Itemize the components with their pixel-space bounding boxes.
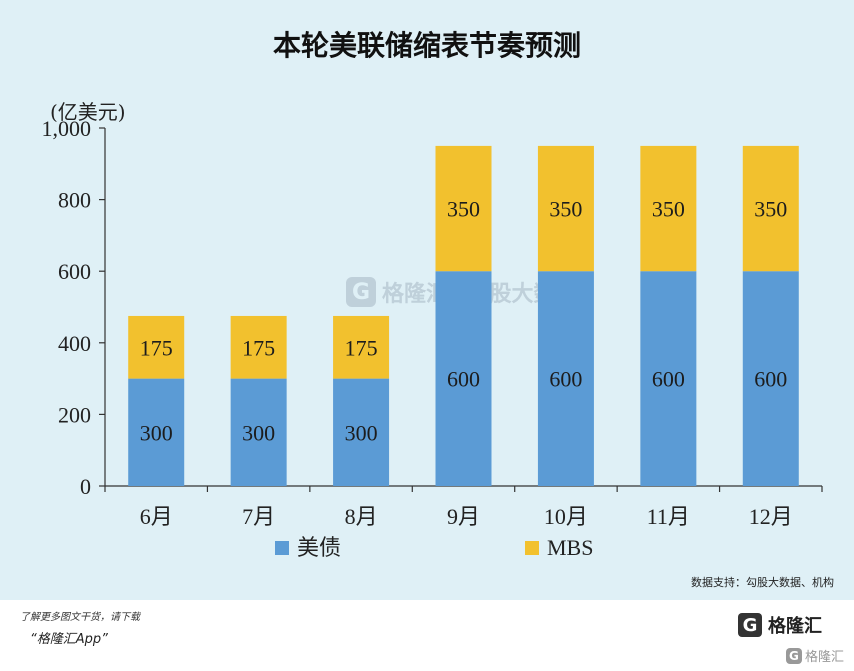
- data-label: 600: [652, 367, 685, 392]
- x-tick-label: 6月: [140, 504, 173, 529]
- legend-label: MBS: [547, 535, 593, 560]
- bar-us-treasury: [640, 271, 697, 486]
- bar-us-treasury: [128, 378, 185, 486]
- legend-label: 美债: [297, 535, 341, 560]
- y-unit-label: (亿美元): [50, 100, 126, 124]
- bar-us-treasury: [742, 271, 799, 486]
- data-label: 350: [652, 197, 685, 222]
- corner-brand-name: 格隆汇: [804, 650, 844, 665]
- y-tick-label: 1,000: [42, 116, 92, 141]
- bar-us-treasury: [537, 271, 594, 486]
- bar-mbs: [640, 145, 697, 272]
- chart-panel: [0, 0, 854, 600]
- data-label: 175: [140, 335, 173, 360]
- data-label: 300: [242, 420, 275, 445]
- bar-mbs: [230, 315, 287, 379]
- x-tick-label: 8月: [345, 504, 378, 529]
- data-label: 300: [140, 420, 173, 445]
- y-tick-label: 800: [58, 188, 91, 213]
- data-label: 600: [549, 367, 582, 392]
- x-tick-label: 9月: [447, 504, 480, 529]
- x-tick-label: 12月: [749, 504, 793, 529]
- chart-title: 本轮美联储缩表节奏预测: [272, 29, 581, 62]
- data-label: 175: [345, 335, 378, 360]
- data-label: 350: [447, 197, 480, 222]
- data-label: 600: [447, 367, 480, 392]
- data-label: 350: [549, 197, 582, 222]
- bar-mbs: [333, 315, 390, 379]
- y-tick-label: 600: [58, 259, 91, 284]
- data-label: 600: [754, 367, 787, 392]
- x-tick-label: 10月: [544, 504, 588, 529]
- y-tick-label: 0: [80, 474, 91, 499]
- data-label: 175: [242, 335, 275, 360]
- source-note: 数据支持：勾股大数据、机构: [691, 576, 834, 589]
- x-tick-label: 7月: [242, 504, 275, 529]
- footer-area: [0, 600, 854, 671]
- promo-text: 了解更多图文干货，请下载: [20, 612, 140, 623]
- bar-us-treasury: [435, 271, 492, 486]
- bar-us-treasury: [333, 378, 390, 486]
- data-label: 350: [754, 197, 787, 222]
- watermark-logo-icon: G: [346, 277, 376, 307]
- x-tick-label: 11月: [647, 504, 690, 529]
- data-label: 300: [345, 420, 378, 445]
- legend-swatch-mbs: [525, 541, 539, 555]
- bar-mbs: [537, 145, 594, 272]
- brand-name: 格隆汇: [768, 616, 822, 637]
- legend-swatch-us-treasury: [275, 541, 289, 555]
- stacked-bar-chart: 0 200 400 600 800 1,000 300 175 6月 300 175 7月 300 175…: [42, 116, 823, 560]
- corner-brand: G 格隆汇: [785, 646, 844, 665]
- bar-mbs: [742, 145, 799, 272]
- y-tick-label: 200: [58, 402, 91, 427]
- brand-g-icon: G: [738, 613, 762, 637]
- corner-g-icon: G: [785, 647, 802, 664]
- y-tick-label: 400: [58, 331, 91, 356]
- bar-us-treasury: [230, 378, 287, 486]
- brand-logo: G 格隆汇: [738, 612, 822, 638]
- bar-mbs: [435, 145, 492, 272]
- promo-app-name[interactable]: “格隆汇App”: [30, 632, 108, 647]
- bar-mbs: [128, 315, 185, 379]
